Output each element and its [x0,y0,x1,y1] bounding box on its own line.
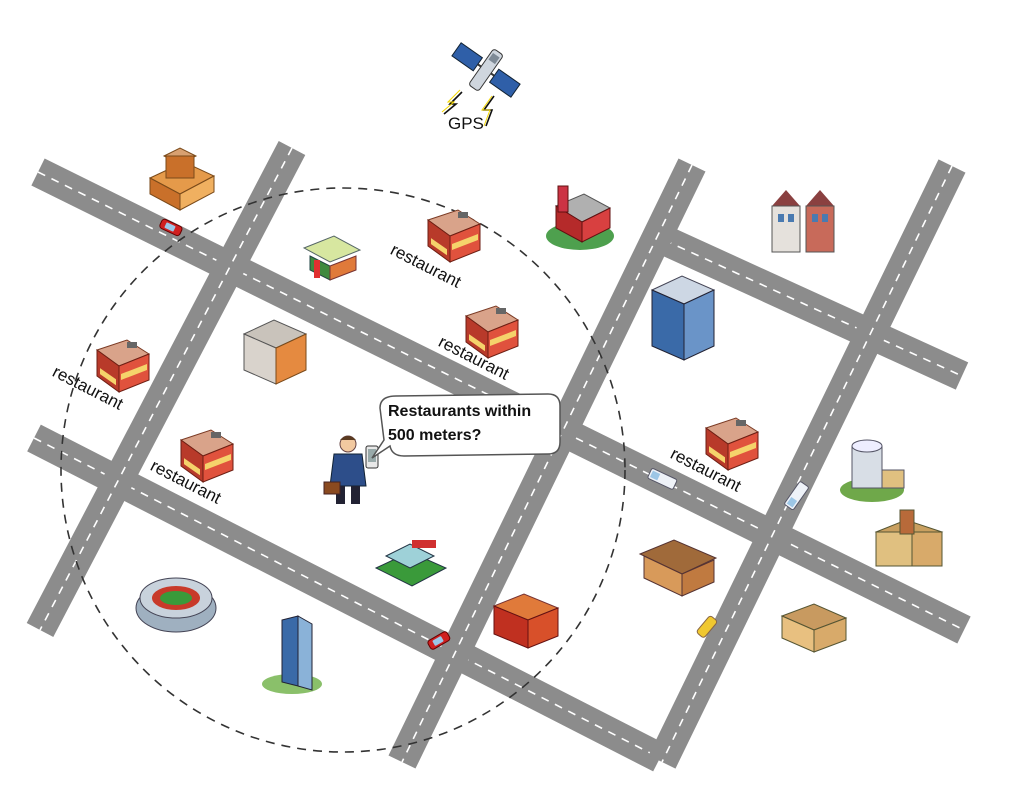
road-center-vertical [388,158,706,769]
road-right-vertical [648,159,966,769]
person-with-phone-icon [323,435,379,504]
car-icon [696,615,718,638]
townhouse-icon [771,190,835,253]
glass-tower-icon [650,275,716,361]
fire-station-icon [492,593,560,649]
library-building-icon [780,603,848,653]
gps-label: GPS [448,114,484,133]
farm-barn-icon [546,185,614,250]
signal-bolt-icon [443,91,463,115]
search-radius-circle [60,187,626,753]
query-line-1: Restaurants within [388,403,532,420]
signal-bolt-icon [441,89,461,113]
clock-tower-building-icon [874,509,944,567]
restaurant-building-icon [427,209,481,263]
park-pavilion-icon [374,540,448,587]
truck-icon [647,468,678,490]
skyscraper-icon [262,615,322,694]
query-text: Restaurants within 500 meters? [388,400,531,448]
gas-station-icon [302,235,362,281]
satellite-icon [451,42,521,98]
road-upper-right [657,226,969,390]
truck-icon [784,481,809,511]
query-line-2: 500 meters? [388,427,482,444]
office-complex-icon [148,147,216,211]
road-left-vertical [26,141,306,637]
apartment-building-icon [242,319,308,385]
round-office-tower-icon [840,439,905,502]
query-speech-bubble [371,393,561,459]
school-building-icon [638,539,718,597]
restaurant-building-icon [96,339,150,393]
stadium-icon [135,577,217,633]
signal-bolt-icon [481,95,493,127]
restaurant-building-icon [705,417,759,471]
road-lower-diagonal [27,424,667,772]
